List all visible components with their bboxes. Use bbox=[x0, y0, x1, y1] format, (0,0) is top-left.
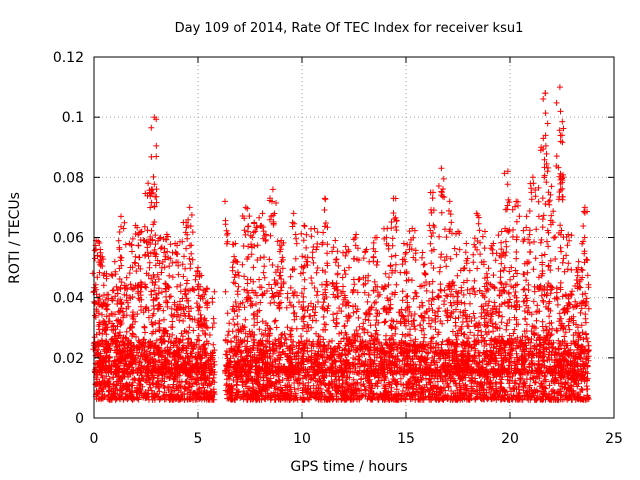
x-axis-label: GPS time / hours bbox=[290, 459, 407, 475]
y-tick-label: 0.12 bbox=[53, 50, 84, 66]
y-tick-label: 0.08 bbox=[53, 170, 84, 186]
data-points bbox=[89, 84, 592, 403]
y-tick-label: 0.1 bbox=[62, 110, 84, 126]
x-tick-label: 15 bbox=[397, 431, 415, 447]
y-axis-label: ROTI / TECUs bbox=[7, 192, 23, 284]
y-tick-label: 0.02 bbox=[53, 351, 84, 367]
x-tick-label: 5 bbox=[194, 431, 203, 447]
x-tick-label: 0 bbox=[90, 431, 99, 447]
x-tick-label: 20 bbox=[501, 431, 519, 447]
x-tick-label: 10 bbox=[293, 431, 311, 447]
chart-title: Day 109 of 2014, Rate Of TEC Index for r… bbox=[175, 21, 524, 36]
roti-data-points bbox=[89, 84, 592, 403]
x-tick-label: 25 bbox=[605, 431, 623, 447]
y-tick-label: 0.06 bbox=[53, 231, 84, 247]
y-tick-label: 0.04 bbox=[53, 291, 84, 307]
y-tick-label: 0 bbox=[75, 411, 84, 427]
axis-ticks: 0 5 10 15 20 25 0 0.02 0.04 0.06 0.08 0.1 0.12 bbox=[53, 50, 623, 447]
